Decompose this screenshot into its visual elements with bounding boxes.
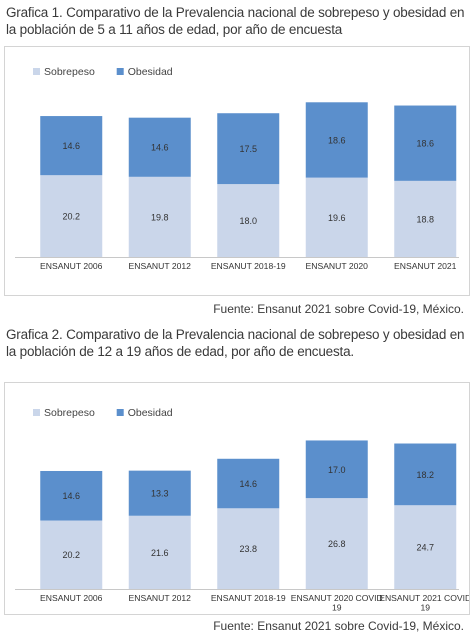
bar-sobrepeso-3 <box>305 177 368 257</box>
category-label-2: ENSANUT 2018-19 <box>211 261 286 271</box>
data-label-obesidad-4: 18.2 <box>416 470 434 480</box>
category-label-2: ENSANUT 2018-19 <box>211 593 286 603</box>
data-label-sobrepeso-3: 26.8 <box>328 539 346 549</box>
data-label-sobrepeso-1: 19.8 <box>151 212 169 222</box>
category-label-3: ENSANUT 2020 <box>306 261 369 271</box>
bar-sobrepeso-0 <box>40 175 103 257</box>
legend-label-sobrepeso: Sobrepeso <box>44 66 95 78</box>
bar-sobrepeso-0 <box>40 520 103 589</box>
bar-obesidad-3 <box>305 102 368 178</box>
category-label-4: ENSANUT 2021 <box>394 261 457 271</box>
legend-swatch-obesidad <box>116 409 124 416</box>
bar-obesidad-0 <box>40 470 103 521</box>
legend-swatch-sobrepeso <box>33 68 40 75</box>
data-label-sobrepeso-4: 24.7 <box>416 543 434 553</box>
bar-obesidad-4 <box>394 443 457 506</box>
data-label-sobrepeso-2: 18.0 <box>239 216 257 226</box>
bar-sobrepeso-3 <box>305 498 368 589</box>
bar-obesidad-1 <box>128 470 191 516</box>
figure1-source: Fuente: Ensanut 2021 sobre Covid-19, Méx… <box>213 302 464 316</box>
data-label-obesidad-3: 17.0 <box>328 465 346 475</box>
legend-label-sobrepeso: Sobrepeso <box>44 407 95 419</box>
category-label-1: ENSANUT 2012 <box>129 593 192 603</box>
chart1: Sobrepeso Obesidad 20.2 14.6 ENSANUT 2006 19.… <box>15 66 459 271</box>
data-label-obesidad-0: 14.6 <box>62 491 80 501</box>
bar-sobrepeso-1 <box>128 176 191 257</box>
data-label-sobrepeso-0: 20.2 <box>62 550 80 560</box>
category-label-4: ENSANUT 2021 COVID 19 <box>379 593 469 613</box>
bar-obesidad-4 <box>394 105 457 181</box>
bar-sobrepeso-2 <box>217 508 280 589</box>
bar-obesidad-2 <box>217 113 280 185</box>
category-label-1: ENSANUT 2012 <box>129 261 192 271</box>
category-label-3: ENSANUT 2020 COVID 19 <box>291 593 383 613</box>
data-label-obesidad-2: 17.5 <box>239 144 257 154</box>
bar-sobrepeso-4 <box>394 180 457 257</box>
data-label-sobrepeso-2: 23.8 <box>239 544 257 554</box>
bar-sobrepeso-1 <box>128 515 191 589</box>
figure2-caption: Grafica 2. Comparativo de la Prevalencia… <box>6 327 465 359</box>
legend-label-obesidad: Obesidad <box>128 407 173 419</box>
category-label-0: ENSANUT 2006 <box>40 261 103 271</box>
bar-sobrepeso-2 <box>217 184 280 257</box>
figure1-caption: Grafica 1. Comparativo de la Prevalencia… <box>6 5 465 37</box>
chart1-panel: Sobrepeso Obesidad 20.2 14.6 ENSANUT 2006 19.… <box>4 46 470 296</box>
data-label-obesidad-3: 18.6 <box>328 135 346 145</box>
data-label-obesidad-0: 14.6 <box>62 141 80 151</box>
data-label-obesidad-2: 14.6 <box>239 479 257 489</box>
bar-obesidad-3 <box>305 440 368 499</box>
chart2-panel: Sobrepeso Obesidad 20.2 14.6 ENSANUT 2006 21.… <box>4 382 471 615</box>
data-label-sobrepeso-1: 21.6 <box>151 548 169 558</box>
bar-obesidad-0 <box>40 116 103 176</box>
legend-label-obesidad: Obesidad <box>128 66 173 78</box>
bar-sobrepeso-4 <box>394 505 457 589</box>
bar-obesidad-2 <box>217 458 280 509</box>
legend-swatch-sobrepeso <box>33 409 40 416</box>
bar-obesidad-1 <box>128 117 191 177</box>
figure2-source: Fuente: Ensanut 2021 sobre Covid-19, Méx… <box>213 619 464 633</box>
data-label-sobrepeso-4: 18.8 <box>416 214 434 224</box>
category-label-0: ENSANUT 2006 <box>40 593 103 603</box>
data-label-sobrepeso-0: 20.2 <box>62 212 80 222</box>
data-label-obesidad-1: 13.3 <box>151 489 169 499</box>
data-label-obesidad-4: 18.6 <box>416 139 434 149</box>
data-label-obesidad-1: 14.6 <box>151 143 169 153</box>
chart2: Sobrepeso Obesidad 20.2 14.6 ENSANUT 2006 21.… <box>15 407 471 613</box>
legend-swatch-obesidad <box>116 68 124 75</box>
data-label-sobrepeso-3: 19.6 <box>328 213 346 223</box>
